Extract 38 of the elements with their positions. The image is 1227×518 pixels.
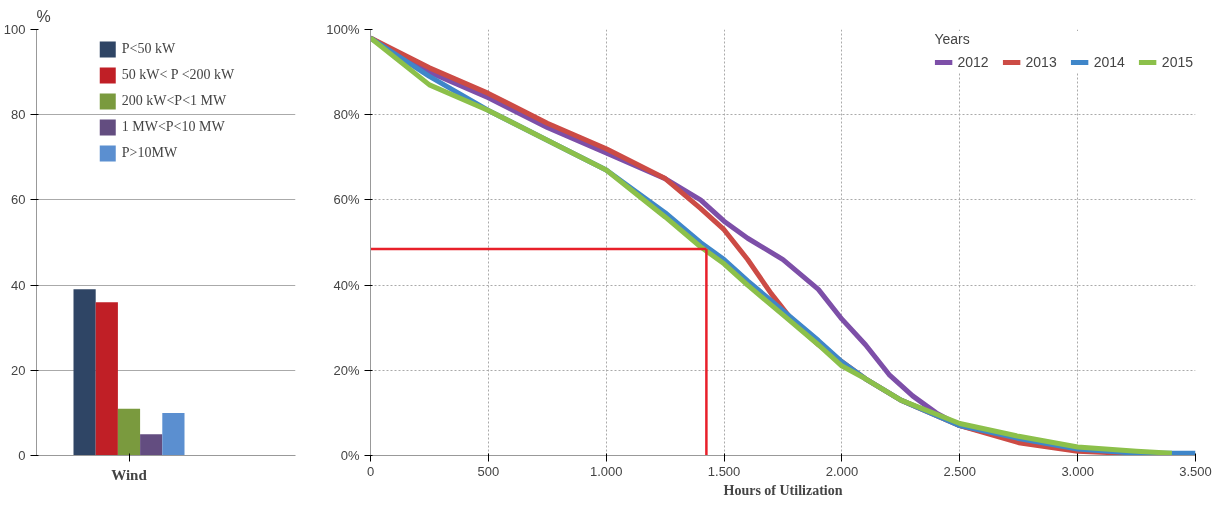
legend-label: 2012 — [957, 54, 989, 70]
x-tick-label: 2.000 — [825, 463, 859, 479]
legend-title: Years — [934, 31, 971, 47]
x-tick-label: 3.500 — [1179, 463, 1212, 479]
legend-label: P>10MW — [121, 145, 178, 161]
legend-label: 200 kW<P<1 MW — [121, 93, 227, 109]
x-tick-label: 3.000 — [1061, 463, 1094, 479]
x-axis-title: Hours of Utilization — [723, 482, 843, 498]
bar — [73, 289, 96, 456]
y-tick-label: 40% — [333, 277, 360, 293]
y-tick-label: 20% — [333, 362, 360, 378]
y-tick-label: 100 — [3, 22, 26, 37]
legend-label: 2013 — [1025, 54, 1057, 70]
y-tick-label: 60 — [11, 192, 26, 208]
bar — [140, 434, 163, 456]
y-tick-label: 40 — [11, 277, 26, 293]
x-tick-label: Wind — [111, 466, 148, 483]
bar — [117, 408, 141, 456]
y-axis-title: % — [36, 7, 51, 25]
legend-label: 50 kW< P <200 kW — [121, 67, 235, 83]
x-tick-label: 1.000 — [589, 463, 623, 479]
legend-label: 1 MW<P<10 MW — [121, 119, 225, 135]
x-tick-label: 500 — [477, 463, 500, 479]
bar — [162, 412, 185, 456]
legend-label: 2015 — [1161, 54, 1193, 70]
y-tick-label: 80% — [333, 107, 360, 123]
y-tick-label: 80 — [11, 107, 26, 123]
y-tick-label: 20 — [11, 362, 26, 378]
x-tick-label: 1.500 — [707, 463, 741, 479]
legend-label: 2014 — [1093, 54, 1125, 70]
x-tick-label: 0 — [366, 463, 375, 479]
y-tick-label: 0% — [340, 448, 360, 463]
bar — [95, 302, 118, 456]
y-tick-label: 60% — [333, 192, 360, 208]
y-tick-label: 0 — [18, 448, 26, 463]
legend-label: P<50 kW — [121, 41, 176, 57]
x-tick-label: 2.500 — [943, 463, 977, 479]
y-tick-label: 100% — [326, 22, 360, 37]
